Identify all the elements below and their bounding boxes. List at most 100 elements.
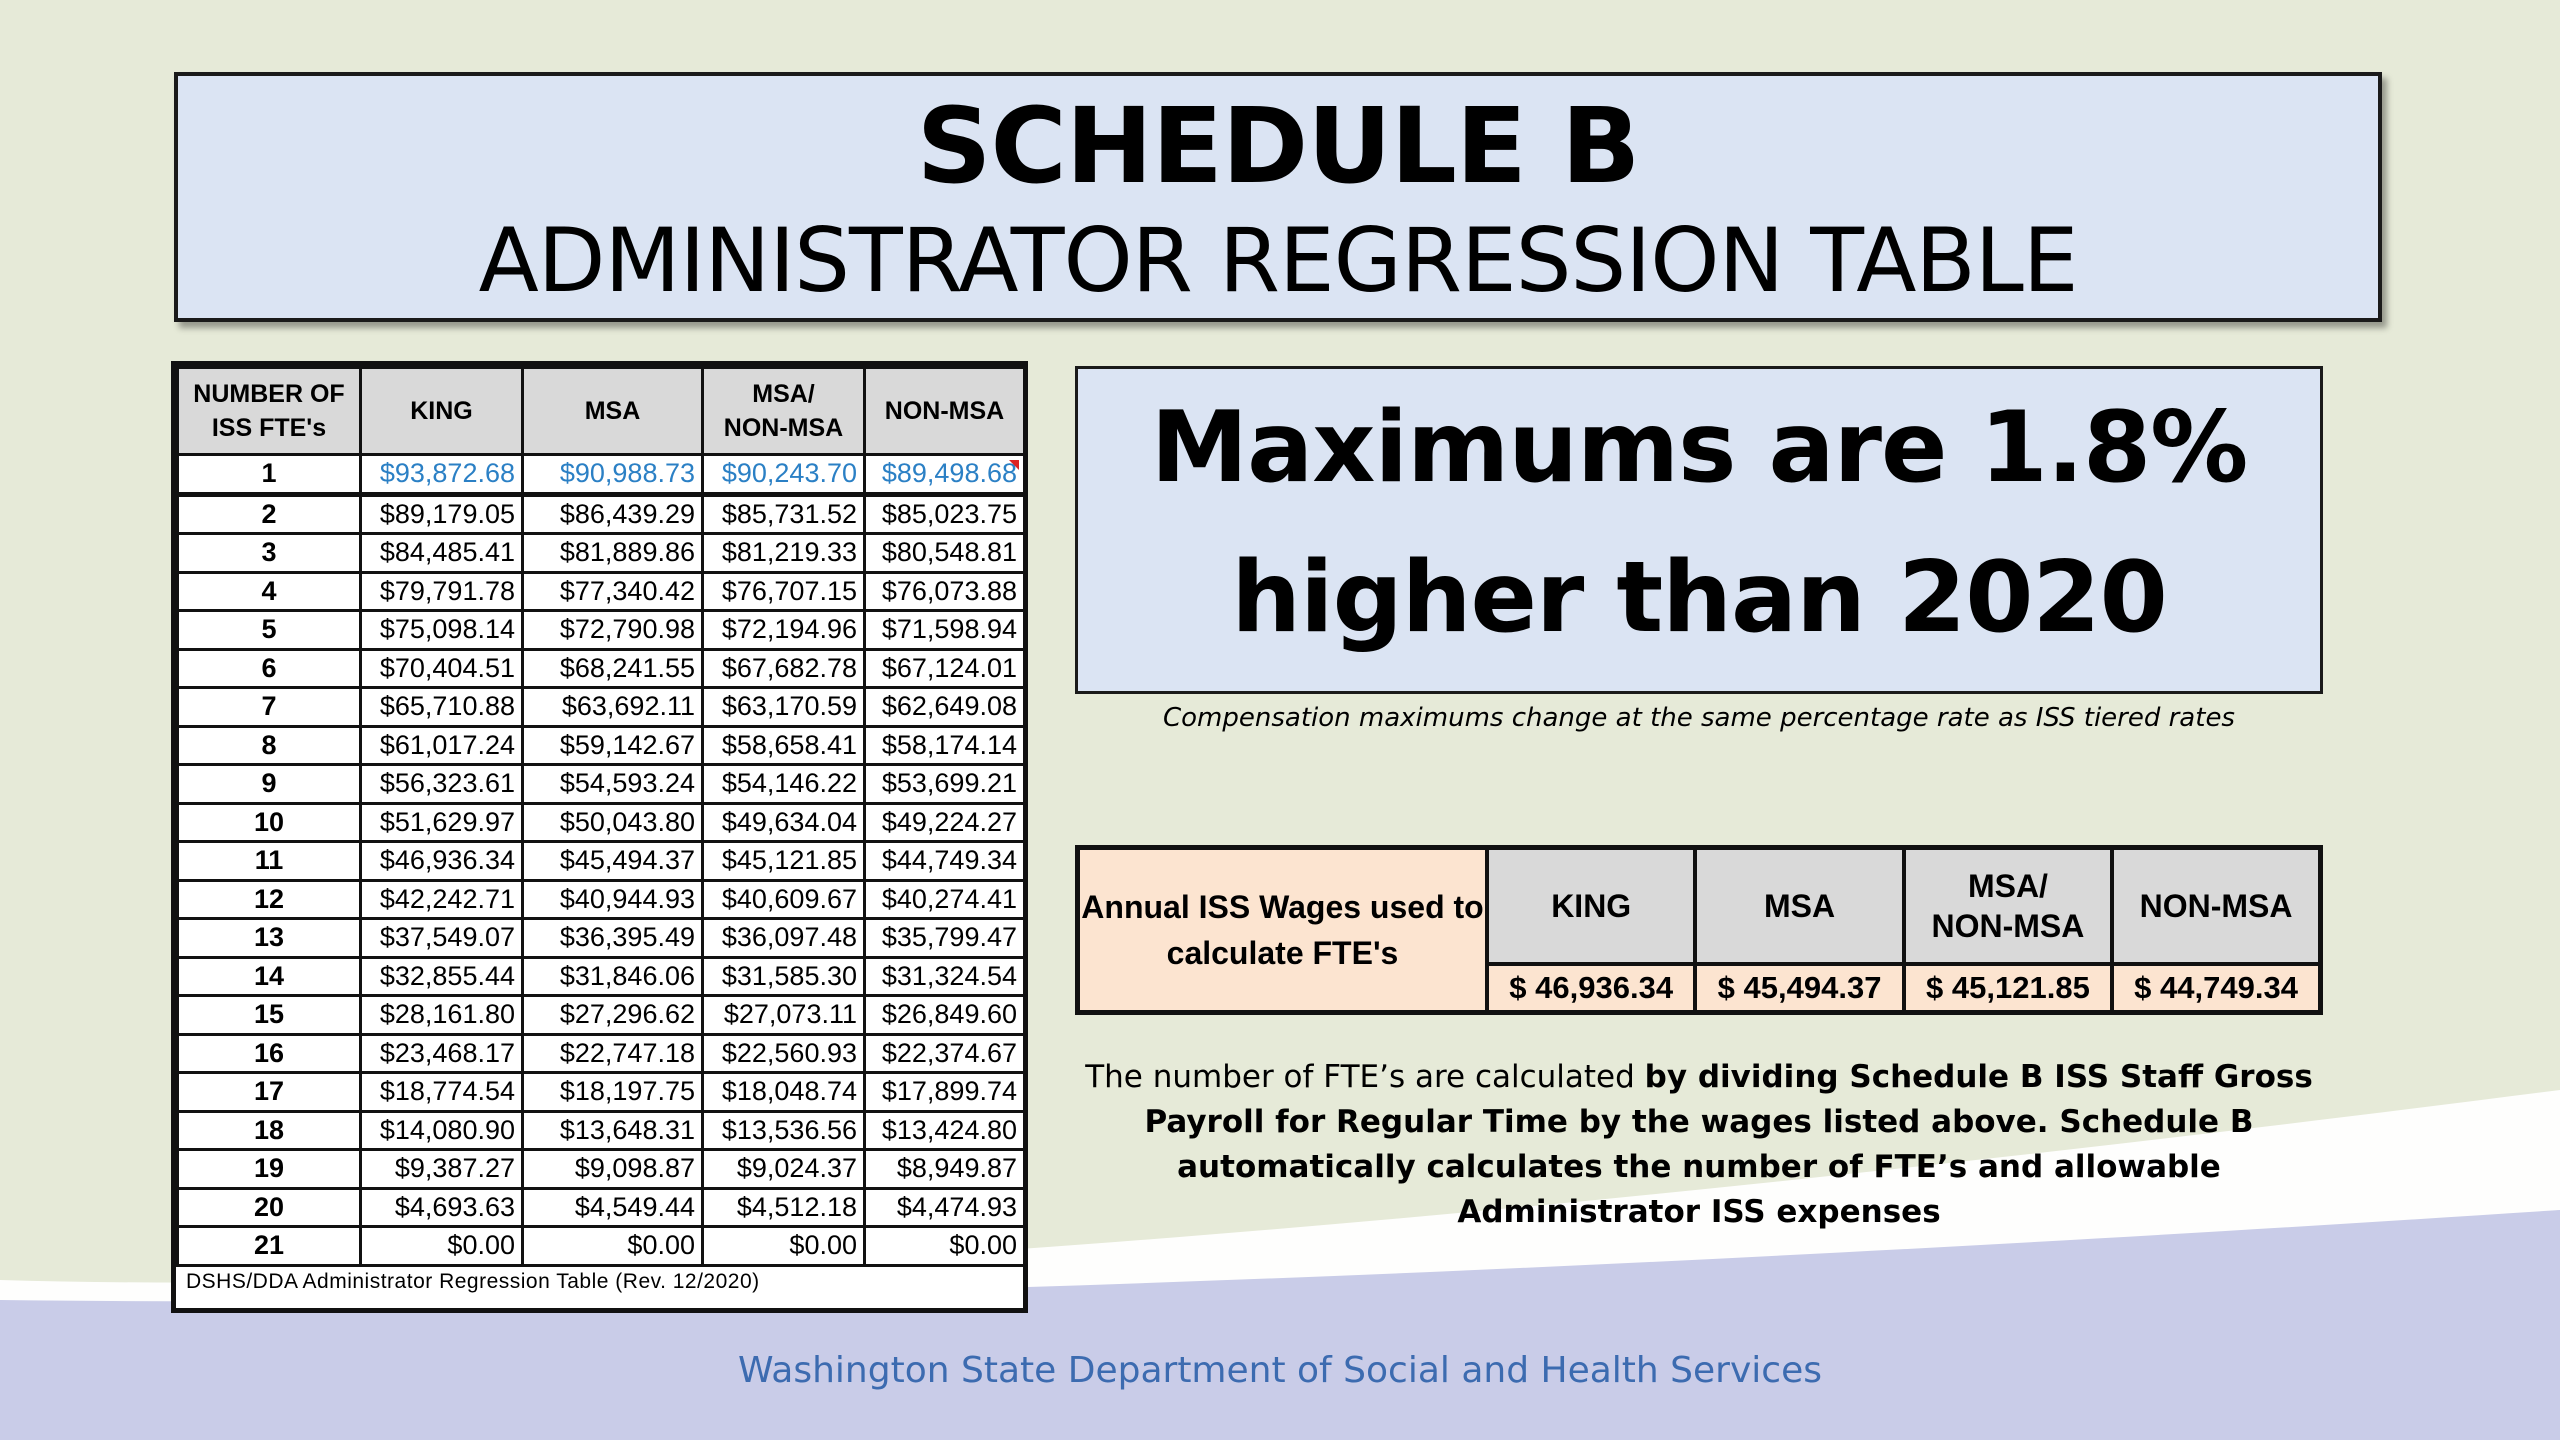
amount-cell: $31,324.54 [863, 955, 1026, 997]
amount-cell: $90,988.73 [521, 453, 704, 497]
maximums-line-2: higher than 2020 [1231, 541, 2168, 655]
amount-cell: $89,498.68 [863, 453, 1026, 497]
table-row: 21 $0.00 $0.00 $0.00 $0.00 [176, 1225, 1026, 1267]
amount-cell: $45,494.37 [521, 840, 704, 882]
amount-cell: $63,170.59 [701, 686, 866, 728]
table-row: 12 $42,242.71 $40,944.93 $40,609.67 $40,274.… [176, 878, 1026, 920]
amount-cell: $37,549.07 [359, 917, 524, 959]
fte-count-cell: 5 [176, 609, 362, 651]
table-row: 19 $9,387.27 $9,098.87 $9,024.37 $8,949.87 [176, 1148, 1026, 1190]
amount-cell: $17,899.74 [863, 1071, 1026, 1113]
amount-cell: $72,790.98 [521, 609, 704, 651]
amount-cell: $86,439.29 [521, 492, 704, 535]
amount-cell: $81,219.33 [701, 532, 866, 574]
amount-cell: $50,043.80 [521, 801, 704, 843]
table-row: 2 $89,179.05 $86,439.29 $85,731.52 $85,023.7… [176, 492, 1026, 535]
table-row: 8 $61,017.24 $59,142.67 $58,658.41 $58,174.1… [176, 724, 1026, 766]
amount-cell: $18,048.74 [701, 1071, 866, 1113]
amount-cell: $58,174.14 [863, 724, 1026, 766]
table-row: 5 $75,098.14 $72,790.98 $72,194.96 $71,598.9… [176, 609, 1026, 651]
amount-cell: $0.00 [359, 1225, 524, 1267]
wages-header-king: KING [1484, 845, 1698, 966]
amount-cell: $36,395.49 [521, 917, 704, 959]
fte-count-cell: 8 [176, 724, 362, 766]
maximums-caption: Compensation maximums change at the same… [1163, 703, 2235, 733]
amount-cell: $27,073.11 [701, 994, 866, 1036]
amount-cell: $67,682.78 [701, 647, 866, 689]
amount-cell: $68,241.55 [521, 647, 704, 689]
amount-cell: $18,197.75 [521, 1071, 704, 1113]
fte-count-cell: 3 [176, 532, 362, 574]
header-iss-fte-count: NUMBER OF ISS FTE's [176, 366, 362, 456]
amount-cell: $0.00 [701, 1225, 866, 1267]
wage-king: $ 46,936.34 [1484, 962, 1698, 1015]
regression-table: NUMBER OF ISS FTE's KING MSA MSA/NON-MSA NON-… [176, 366, 1026, 1267]
amount-cell: $56,323.61 [359, 763, 524, 805]
fte-count-cell: 19 [176, 1148, 362, 1190]
fte-count-cell: 17 [176, 1071, 362, 1113]
amount-cell: $71,598.94 [863, 609, 1026, 651]
amount-cell: $9,024.37 [701, 1148, 866, 1190]
amount-cell: $18,774.54 [359, 1071, 524, 1113]
table-row: 14 $32,855.44 $31,846.06 $31,585.30 $31,324.… [176, 955, 1026, 997]
wages-row-label: Annual ISS Wages used to calculate FTE's [1075, 845, 1489, 1015]
amount-cell: $36,097.48 [701, 917, 866, 959]
wages-header-non-msa: NON-MSA [2110, 845, 2323, 966]
fte-count-cell: 14 [176, 955, 362, 997]
amount-cell: $46,936.34 [359, 840, 524, 882]
table-row: 15 $28,161.80 $27,296.62 $27,073.11 $26,849.… [176, 994, 1026, 1036]
wages-table: Annual ISS Wages used to calculate FTE's… [1075, 845, 2323, 1015]
table-row: 16 $23,468.17 $22,747.18 $22,560.93 $22,374.… [176, 1032, 1026, 1074]
amount-cell: $13,424.80 [863, 1109, 1026, 1151]
amount-cell: $84,485.41 [359, 532, 524, 574]
comment-marker-icon [1009, 460, 1019, 470]
amount-cell: $49,634.04 [701, 801, 866, 843]
fte-count-cell: 6 [176, 647, 362, 689]
amount-cell: $9,098.87 [521, 1148, 704, 1190]
title-banner: SCHEDULE B ADMINISTRATOR REGRESSION TABL… [174, 72, 2382, 322]
amount-cell: $49,224.27 [863, 801, 1026, 843]
table-row: 13 $37,549.07 $36,395.49 $36,097.48 $35,799.… [176, 917, 1026, 959]
fte-count-cell: 7 [176, 686, 362, 728]
fte-count-cell: 15 [176, 994, 362, 1036]
amount-cell: $31,846.06 [521, 955, 704, 997]
header-msa: MSA [521, 366, 704, 456]
amount-cell: $26,849.60 [863, 994, 1026, 1036]
wages-table-panel: Annual ISS Wages used to calculate FTE's… [1075, 845, 2323, 1015]
table-row: 3 $84,485.41 $81,889.86 $81,219.33 $80,548.8… [176, 532, 1026, 574]
amount-cell: $93,872.68 [359, 453, 524, 497]
table-row: 10 $51,629.97 $50,043.80 $49,634.04 $49,224.… [176, 801, 1026, 843]
wages-header-msa: MSA [1693, 845, 1906, 966]
table-row: 7 $65,710.88 $63,692.11 $63,170.59 $62,649.0… [176, 686, 1026, 728]
amount-cell: $79,791.78 [359, 570, 524, 612]
amount-cell: $63,692.11 [521, 686, 704, 728]
fte-count-cell: 2 [176, 492, 362, 535]
amount-cell: $4,549.44 [521, 1186, 704, 1228]
amount-cell: $31,585.30 [701, 955, 866, 997]
amount-cell: $61,017.24 [359, 724, 524, 766]
table-row: 9 $56,323.61 $54,593.24 $54,146.22 $53,699.2… [176, 763, 1026, 805]
amount-cell: $54,146.22 [701, 763, 866, 805]
fte-count-cell: 4 [176, 570, 362, 612]
amount-cell: $75,098.14 [359, 609, 524, 651]
table-row: 4 $79,791.78 $77,340.42 $76,707.15 $76,073.8… [176, 570, 1026, 612]
amount-cell: $81,889.86 [521, 532, 704, 574]
amount-cell: $51,629.97 [359, 801, 524, 843]
amount-cell: $28,161.80 [359, 994, 524, 1036]
wage-msa-non-msa: $ 45,121.85 [1901, 962, 2115, 1015]
fte-explanation-plain: The number of FTE’s are calculated [1085, 1059, 1645, 1095]
amount-cell: $85,731.52 [701, 492, 866, 535]
amount-cell: $42,242.71 [359, 878, 524, 920]
wage-non-msa: $ 44,749.34 [2110, 962, 2323, 1015]
amount-cell: $0.00 [863, 1225, 1026, 1267]
fte-count-cell: 18 [176, 1109, 362, 1151]
maximums-line-1: Maximums are 1.8% [1150, 391, 2249, 505]
header-king: KING [359, 366, 524, 456]
amount-cell: $89,179.05 [359, 492, 524, 535]
amount-cell: $45,121.85 [701, 840, 866, 882]
table-row: 6 $70,404.51 $68,241.55 $67,682.78 $67,124.0… [176, 647, 1026, 689]
amount-cell: $76,707.15 [701, 570, 866, 612]
amount-cell: $9,387.27 [359, 1148, 524, 1190]
amount-cell: $14,080.90 [359, 1109, 524, 1151]
